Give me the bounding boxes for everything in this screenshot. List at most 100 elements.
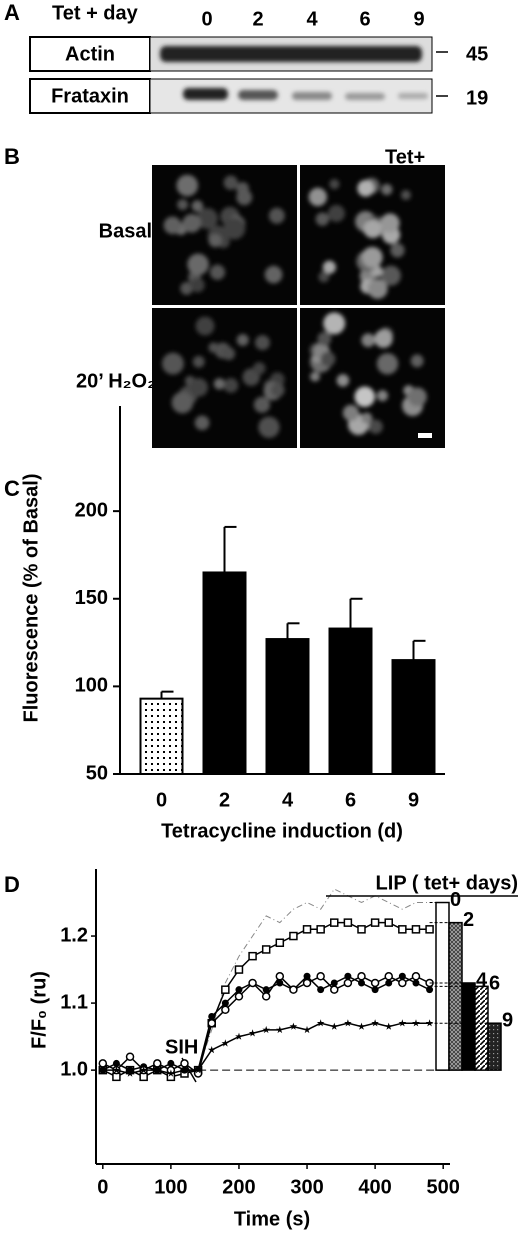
marker xyxy=(358,979,365,987)
cells xyxy=(308,177,411,299)
cell xyxy=(223,378,239,393)
bar xyxy=(461,982,476,1071)
cell xyxy=(376,390,388,402)
bands xyxy=(160,46,428,100)
cell xyxy=(357,179,374,197)
marker xyxy=(398,925,407,934)
marker xyxy=(112,1066,121,1074)
row-box xyxy=(29,36,151,72)
marker xyxy=(357,925,366,934)
marker xyxy=(139,1066,148,1074)
cell xyxy=(390,243,405,258)
bar xyxy=(391,659,436,775)
marker xyxy=(371,986,379,994)
cell xyxy=(171,391,194,414)
bar xyxy=(474,985,489,1071)
cell xyxy=(268,207,285,224)
marker xyxy=(98,1059,108,1068)
cell xyxy=(322,260,336,274)
panel-label: C xyxy=(4,476,20,501)
marker xyxy=(180,1066,189,1074)
inset-title: LIP ( tet+ days) xyxy=(376,872,518,894)
x-tick-label: 100 xyxy=(154,1176,187,1198)
bar xyxy=(487,1022,502,1071)
cell xyxy=(258,416,280,438)
bar xyxy=(202,571,247,775)
marker xyxy=(235,986,243,994)
cell xyxy=(187,253,209,276)
bar-label: 9 xyxy=(502,1009,513,1031)
marker xyxy=(207,1018,216,1028)
marker xyxy=(330,985,339,994)
cell xyxy=(264,265,283,284)
cell xyxy=(381,183,393,196)
cell xyxy=(222,347,236,361)
cell xyxy=(368,419,383,434)
cell xyxy=(270,382,285,398)
bar xyxy=(328,627,373,775)
cell xyxy=(163,216,182,235)
cell xyxy=(223,217,246,240)
lane-header: Tet + day xyxy=(52,2,139,24)
panel-label: A xyxy=(4,0,20,25)
marker xyxy=(330,918,339,927)
marker xyxy=(343,978,353,988)
cell xyxy=(208,233,222,248)
panel-label: B xyxy=(4,144,20,169)
cells xyxy=(309,312,427,436)
marker xyxy=(398,972,406,980)
cell xyxy=(336,374,350,387)
marker xyxy=(167,1059,175,1067)
marker xyxy=(112,1072,121,1082)
marker xyxy=(276,1025,284,1034)
cell xyxy=(363,219,383,239)
marker xyxy=(234,965,244,974)
cells xyxy=(162,316,285,438)
cell xyxy=(223,175,238,190)
row-box xyxy=(29,78,151,114)
lane-label: 9 xyxy=(413,8,424,30)
lane-label: 0 xyxy=(201,8,212,30)
marker xyxy=(316,1019,325,1027)
marker xyxy=(411,972,421,981)
marker xyxy=(262,986,270,994)
cell xyxy=(196,207,219,230)
scale-bar xyxy=(418,433,432,438)
cell xyxy=(400,190,411,201)
marker xyxy=(248,951,257,961)
marker xyxy=(207,1046,216,1054)
western-blot xyxy=(29,36,448,114)
marker xyxy=(371,1019,379,1027)
cells xyxy=(163,174,285,295)
marker xyxy=(316,972,325,981)
size-marker: 19 xyxy=(466,87,488,109)
marker xyxy=(302,925,312,934)
marker xyxy=(370,918,380,927)
marker xyxy=(221,999,229,1007)
cell xyxy=(329,178,340,190)
marker xyxy=(302,978,312,988)
cell xyxy=(208,342,219,353)
bar xyxy=(265,638,310,775)
marker xyxy=(425,925,434,934)
x-axis-title: Time (s) xyxy=(234,1208,310,1230)
x-tick-label: 300 xyxy=(290,1176,323,1198)
size-marker: 45 xyxy=(466,43,488,65)
cell xyxy=(192,355,205,368)
cell xyxy=(209,264,226,280)
marker xyxy=(316,925,325,934)
cell xyxy=(254,335,270,351)
marker xyxy=(384,1022,393,1030)
marker xyxy=(234,992,244,1001)
marker xyxy=(398,1019,407,1027)
cell xyxy=(213,378,226,390)
lane-label: 2 xyxy=(252,8,263,30)
x-tick-label: 0 xyxy=(156,789,167,811)
x-tick-label: 2 xyxy=(219,789,230,811)
column-label: Tet+ xyxy=(385,146,425,168)
row-label: 20’ H₂O₂ xyxy=(76,370,156,392)
marker xyxy=(180,1059,189,1068)
marker xyxy=(221,1005,230,1015)
bar-label: 0 xyxy=(450,889,461,911)
cell xyxy=(253,396,271,413)
